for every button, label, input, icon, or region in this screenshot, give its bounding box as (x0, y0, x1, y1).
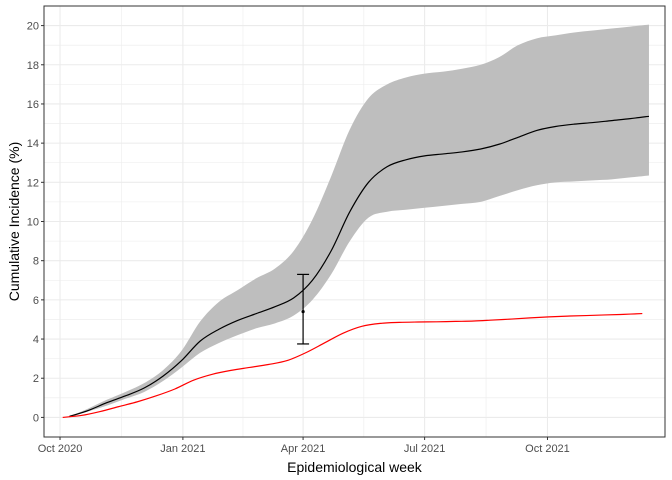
errorbar-layer (297, 273, 310, 345)
series-layer (62, 115, 650, 419)
y-tick-label: 10 (27, 217, 39, 229)
series-line-red (62, 312, 643, 419)
y-axis-title: Cumulative Incidence (%) (6, 142, 22, 302)
y-tick-label: 0 (33, 412, 39, 424)
y-tick-label: 14 (27, 138, 39, 150)
y-tick-label: 16 (27, 99, 39, 111)
series-line-black (69, 115, 650, 418)
y-tick-label: 2 (33, 373, 39, 385)
y-tick-label: 8 (33, 256, 39, 268)
y-tick-label: 4 (33, 334, 39, 346)
x-tick-label: Oct 2020 (38, 443, 83, 455)
y-tick-label: 20 (27, 21, 39, 33)
x-tick-label: Jan 2021 (160, 443, 205, 455)
errorbar-point (301, 310, 305, 314)
x-axis: Oct 2020 Jan 2021 Apr 2021 Jul 2021 Oct 2021 (38, 437, 570, 455)
y-tick-label: 12 (27, 177, 39, 189)
x-tick-label: Oct 2021 (525, 443, 570, 455)
confidence-ribbon-layer (69, 24, 649, 418)
y-axis: 0 2 4 6 8 10 12 14 16 18 20 (27, 21, 44, 424)
x-axis-title: Epidemiological week (287, 459, 423, 475)
x-tick-label: Jul 2021 (404, 443, 446, 455)
y-tick-label: 6 (33, 295, 39, 307)
confidence-ribbon (69, 24, 649, 418)
x-tick-label: Apr 2021 (281, 443, 326, 455)
y-tick-label: 18 (27, 60, 39, 72)
